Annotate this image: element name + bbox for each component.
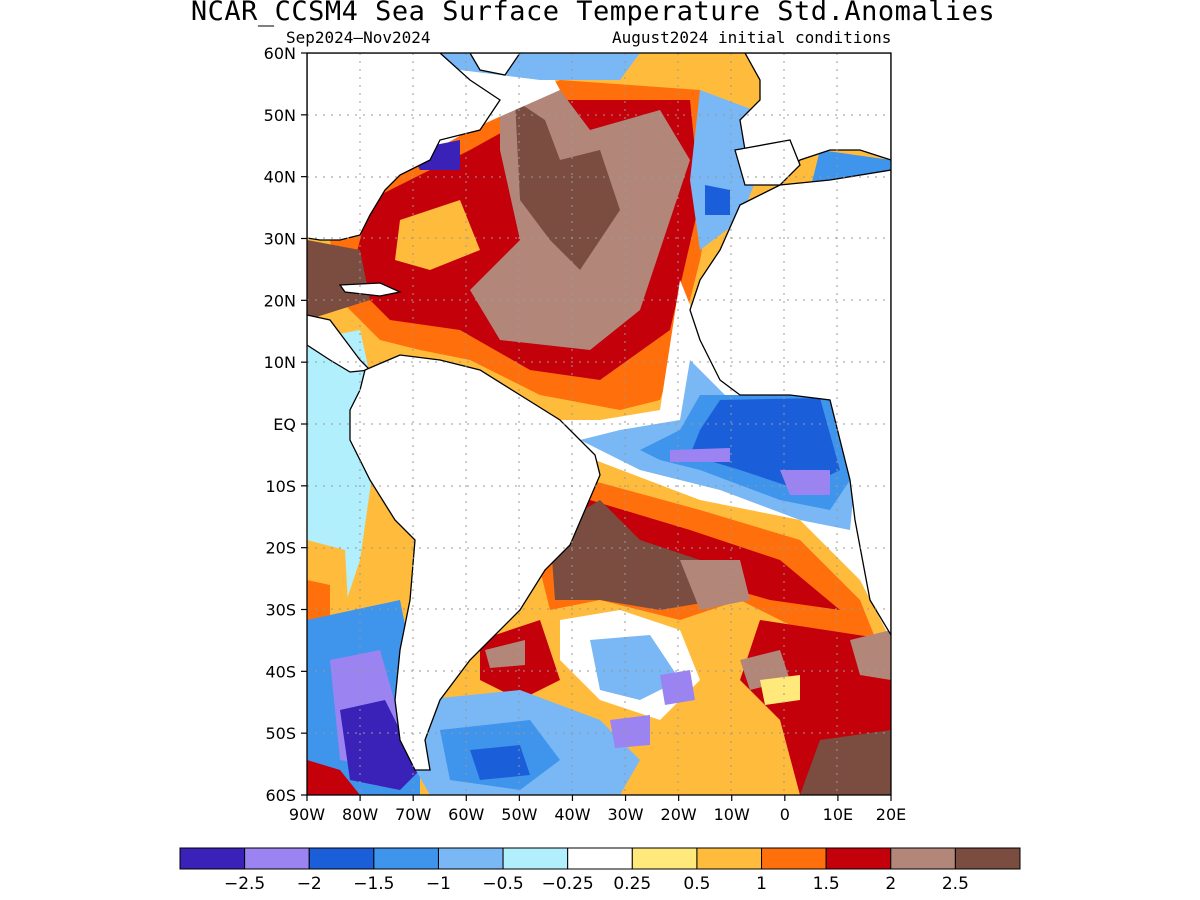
colorbar-label: 1.5 xyxy=(813,874,840,894)
lon-label: 30W xyxy=(607,805,643,824)
colorbar-swatch xyxy=(567,847,633,870)
colorbar-swatch xyxy=(825,847,892,870)
lat-label: EQ xyxy=(273,415,296,434)
latitude-axis: 60N 50N 40N 30N 20N 10N EQ 10S 20S 30S 40S 50S 60S xyxy=(264,44,307,805)
colorbar-label: 2.5 xyxy=(942,874,969,894)
lat-label: 20S xyxy=(265,539,296,558)
north-america xyxy=(307,53,501,241)
colorbar-swatch xyxy=(308,847,375,870)
colorbar-swatch xyxy=(696,847,763,870)
colorbar-swatch xyxy=(244,847,310,870)
south-america xyxy=(349,354,601,771)
anomaly-field xyxy=(307,53,891,795)
colorbar-swatch xyxy=(373,847,439,870)
colorbar-label: −0.5 xyxy=(482,874,523,894)
lat-label: 10S xyxy=(265,477,296,496)
lat-label: 60S xyxy=(265,786,296,805)
lon-label: 10E xyxy=(823,805,853,824)
colorbar-label: −2.5 xyxy=(224,874,265,894)
lon-label: 60W xyxy=(448,805,484,824)
lat-label: 40N xyxy=(264,168,296,187)
lat-label: 50N xyxy=(264,106,296,125)
colorbar-label: 2 xyxy=(885,874,896,894)
greenland-tip xyxy=(469,53,521,76)
forecast-period: Sep2024–Nov2024 xyxy=(286,28,431,47)
lat-label: 40S xyxy=(265,662,296,681)
colorbar-label: 0.25 xyxy=(613,874,651,894)
map-title: NCAR_CCSM4 Sea Surface Temperature Std.A… xyxy=(190,0,996,27)
lon-label: 20E xyxy=(876,805,906,824)
colorbar-label: 1 xyxy=(756,874,767,894)
land-masses xyxy=(307,53,891,771)
lat-label: 20N xyxy=(264,291,296,310)
colorbar: −2.5 −2 −1.5 −1 −0.5 −0.25 0.25 0.5 1 1.5 2 2.5 xyxy=(179,847,1021,894)
colorbar-swatch xyxy=(502,847,569,870)
colorbar-label: −2 xyxy=(297,874,322,894)
colorbar-label: −1.5 xyxy=(353,874,394,894)
lat-label: 30N xyxy=(264,230,296,249)
lon-label: 50W xyxy=(501,805,537,824)
colorbar-label: −0.25 xyxy=(542,874,594,894)
lat-label: 60N xyxy=(264,44,296,63)
lon-label: 70W xyxy=(395,805,431,824)
lon-label: 80W xyxy=(342,805,378,824)
lon-label: 10W xyxy=(714,805,750,824)
initial-conditions: August2024 initial conditions xyxy=(612,28,892,47)
lon-label: 40W xyxy=(554,805,590,824)
colorbar-swatch xyxy=(437,847,504,870)
lon-label: 20W xyxy=(661,805,697,824)
colorbar-swatch xyxy=(954,847,1021,870)
lat-label: 50S xyxy=(265,724,296,743)
lon-label: 90W xyxy=(289,805,325,824)
longitude-axis: 90W 80W 70W 60W 50W 40W 30W 20W 10W 0 10E 20E xyxy=(289,795,906,824)
lon-label: 0 xyxy=(780,805,790,824)
colorbar-swatch xyxy=(179,847,246,870)
colorbar-label: −1 xyxy=(426,874,451,894)
caribbean-islands xyxy=(338,282,403,297)
lat-label: 10N xyxy=(264,353,296,372)
africa xyxy=(689,169,891,637)
colorbar-label: 0.5 xyxy=(683,874,710,894)
graticule xyxy=(307,53,891,795)
colorbar-swatch xyxy=(890,847,956,870)
lat-label: 30S xyxy=(265,601,296,620)
colorbar-swatch xyxy=(631,847,698,870)
colorbar-swatch xyxy=(761,847,827,870)
